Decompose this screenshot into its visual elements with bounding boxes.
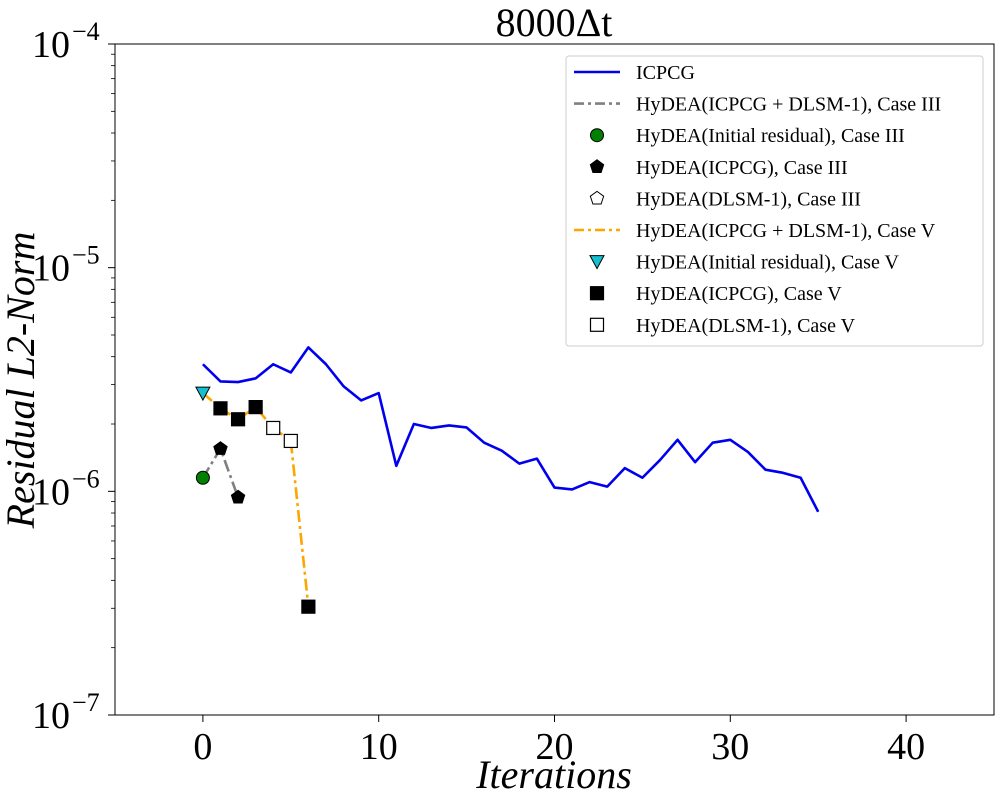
x-axis-label: Iterations [475, 752, 632, 797]
legend: ICPCG HyDEA(ICPCG + DLSM-1), Case III HyDE… [565, 55, 984, 347]
legend-label: HyDEA(DLSM-1), Case V [636, 315, 856, 337]
legend-label: HyDEA(ICPCG + DLSM-1), Case III [636, 94, 941, 116]
chart-title: 8000Δt [496, 0, 613, 45]
legend-swatch-marker [590, 128, 604, 143]
legend-label: HyDEA(DLSM-1), Case III [636, 188, 861, 210]
y-tick-exponent: −4 [72, 17, 100, 46]
point-hydea-initial-residual-case-v [195, 386, 211, 402]
legend-label: ICPCG [636, 62, 695, 84]
legend-label: HyDEA(Initial residual), Case V [636, 252, 899, 274]
y-tick-label: 10 [32, 471, 70, 513]
y-axis-label: Residual L2-Norm [0, 232, 43, 530]
legend-swatch-marker [589, 190, 605, 205]
plot-content [195, 346, 820, 614]
legend-label: HyDEA(Initial residual), Case III [636, 125, 905, 147]
x-axis: 0 10 20 30 40 [193, 715, 925, 768]
x-tick-label: 30 [711, 726, 749, 768]
legend-label: HyDEA(ICPCG), Case III [636, 157, 848, 179]
legend-swatch-marker [589, 255, 605, 270]
x-tick-label: 40 [887, 726, 925, 768]
series-line-hydea-icpcg-dlsm-1-case-v [202, 392, 310, 607]
point-hydea-icpcg-case-v [301, 599, 316, 614]
x-tick-label: 10 [360, 726, 398, 768]
legend-swatch-marker [589, 159, 605, 173]
point-hydea-icpcg-case-iii [230, 489, 246, 504]
y-tick-exponent: −5 [72, 241, 100, 270]
x-tick-label: 0 [193, 726, 212, 768]
y-tick-exponent: −6 [72, 464, 100, 493]
legend-swatch-marker [589, 317, 605, 332]
legend-swatch-marker [589, 286, 605, 301]
y-axis: 10−710−610−510−4 [32, 17, 115, 737]
point-hydea-icpcg-case-v [213, 401, 228, 416]
point-hydea-icpcg-case-iii [213, 441, 228, 455]
series-line-icpcg [201, 346, 820, 513]
point-hydea-dlsm-1-case-v [283, 433, 298, 449]
point-hydea-icpcg-case-v [230, 412, 246, 427]
y-tick-label: 10 [32, 248, 70, 290]
point-hydea-icpcg-case-v [248, 400, 263, 415]
legend-box [565, 55, 984, 347]
legend-label: HyDEA(ICPCG), Case V [636, 283, 842, 305]
y-tick-label: 10 [32, 24, 70, 66]
point-hydea-initial-residual-case-iii [195, 470, 210, 485]
legend-label: HyDEA(ICPCG + DLSM-1), Case V [636, 220, 936, 242]
y-tick-label: 10 [32, 695, 70, 737]
series-line-hydea-icpcg-dlsm-1-case-iii [201, 447, 240, 498]
y-tick-exponent: −7 [72, 688, 100, 717]
point-hydea-dlsm-1-case-v [266, 420, 281, 436]
x-tick-label: 20 [536, 726, 574, 768]
